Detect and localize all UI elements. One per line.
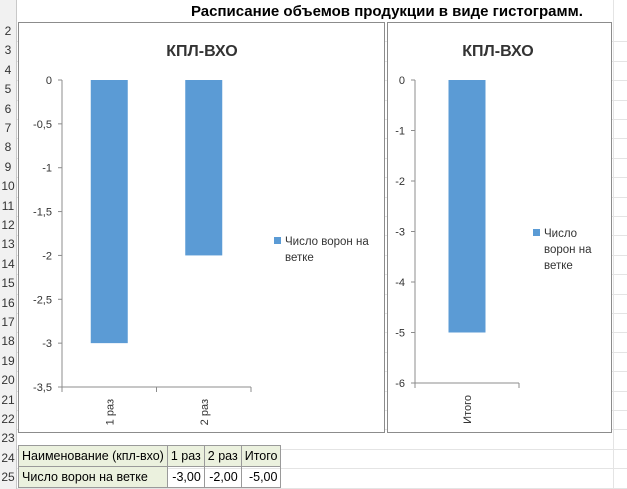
row-number[interactable]: 8 [4, 140, 12, 155]
row-cell-name[interactable]: Число ворон на ветке [18, 466, 168, 488]
y-tick-label: -0,5 [33, 119, 52, 131]
row-number[interactable]: 17 [1, 315, 15, 329]
chart-2[interactable]: КПЛ-ВХО 0 -1 -2 -3 -4 -5 -6 Итого Число ворон на ве… [387, 22, 612, 433]
row-number[interactable]: 2 [4, 24, 12, 38]
row-number[interactable]: 24 [1, 450, 15, 465]
row-number[interactable]: 16 [1, 295, 15, 310]
y-tick-label: -2 [395, 176, 405, 188]
header-cell-total[interactable]: Итого [240, 445, 282, 467]
row-number[interactable]: 18 [1, 334, 15, 349]
y-tick-label: -1 [395, 126, 405, 138]
row-cell-1[interactable]: -3,00 [166, 466, 205, 488]
y-tick-label: -3 [395, 227, 405, 239]
legend-label: ветке [285, 252, 314, 264]
row-gridline [17, 487, 627, 489]
bar [448, 80, 486, 333]
row-number[interactable]: 10 [1, 179, 15, 194]
chart-title: КПЛ-ВХО [462, 43, 533, 60]
y-tick-label: -5 [395, 328, 405, 340]
row-number[interactable]: 4 [4, 62, 12, 77]
row-number[interactable]: 15 [1, 276, 15, 291]
header-cell-1[interactable]: 1 раз [166, 445, 205, 467]
row-number[interactable]: 20 [1, 373, 15, 388]
legend-label: Число [544, 228, 577, 240]
y-tick-label: -3,5 [33, 382, 52, 394]
legend-label: ветке [544, 260, 573, 272]
legend-label: Число ворон на [285, 236, 369, 248]
row-number[interactable]: 21 [1, 392, 15, 407]
row-cell-total[interactable]: -5,00 [240, 466, 282, 488]
table-header-row: Наименование (кпл-вхо) 1 раз 2 раз Итого [18, 445, 282, 467]
legend-swatch [533, 229, 540, 236]
y-tick-label: 0 [46, 75, 52, 87]
row-gridline [17, 468, 627, 470]
y-tick-label: -1 [42, 163, 52, 175]
row-number[interactable]: 14 [1, 256, 15, 271]
row-number[interactable]: 6 [4, 101, 12, 116]
row-number[interactable]: 25 [1, 470, 15, 485]
row-number[interactable]: 11 [1, 198, 15, 213]
column-gridline [613, 0, 614, 489]
y-tick-label: -2,5 [33, 294, 52, 306]
x-tick-label: Итого [462, 395, 474, 424]
legend-swatch [274, 237, 281, 244]
row-number[interactable]: 22 [1, 412, 15, 426]
y-tick-label: -6 [395, 378, 405, 390]
x-tick-label: 1 раз [104, 399, 116, 425]
y-tick-label: -3 [42, 338, 52, 350]
row-header [0, 0, 17, 489]
x-tick-label: 2 раз [199, 399, 211, 425]
row-gridline [17, 448, 627, 450]
y-tick-label: -1,5 [33, 207, 52, 219]
chart-2-svg: КПЛ-ВХО 0 -1 -2 -3 -4 -5 -6 Итого Число ворон на ве… [395, 43, 592, 424]
row-cell-2[interactable]: -2,00 [203, 466, 242, 488]
row-number[interactable]: 12 [1, 218, 15, 232]
chart-1[interactable]: КПЛ-ВХО 0 -0,5 -1 -1,5 -2 -2,5 -3 -3,5 1 раз 2 раз… [18, 22, 385, 433]
row-number[interactable]: 7 [4, 121, 12, 135]
data-table: Наименование (кпл-вхо) 1 раз 2 раз Итого… [18, 445, 282, 488]
row-number[interactable]: 5 [4, 82, 12, 97]
chart-title: КПЛ-ВХО [166, 43, 237, 60]
y-tick-label: -2 [42, 250, 52, 262]
sheet-title: Расписание объемов продукции в виде гист… [191, 3, 583, 20]
row-number[interactable]: 19 [1, 353, 15, 368]
header-cell-2[interactable]: 2 раз [203, 445, 242, 467]
table-row: Число ворон на ветке -3,00 -2,00 -5,00 [18, 466, 282, 488]
row-number[interactable]: 13 [1, 237, 15, 252]
bar [185, 80, 223, 256]
row-number[interactable]: 23 [1, 431, 15, 446]
y-tick-label: -4 [395, 277, 405, 289]
header-cell-name[interactable]: Наименование (кпл-вхо) [18, 445, 168, 467]
row-number[interactable]: 9 [4, 159, 12, 174]
legend-label: ворон на [544, 244, 592, 256]
chart-1-svg: КПЛ-ВХО 0 -0,5 -1 -1,5 -2 -2,5 -3 -3,5 1 раз 2 раз… [33, 43, 369, 425]
y-tick-label: 0 [399, 75, 405, 87]
row-number[interactable]: 3 [4, 43, 12, 58]
bar [90, 80, 128, 344]
